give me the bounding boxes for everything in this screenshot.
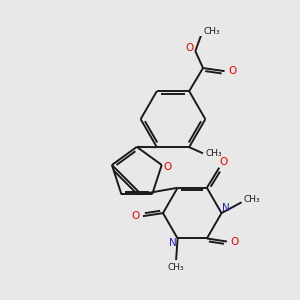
- Text: O: O: [230, 236, 239, 247]
- Text: O: O: [131, 211, 140, 221]
- Text: O: O: [186, 43, 194, 53]
- Text: O: O: [164, 162, 172, 172]
- Text: N: N: [169, 238, 177, 248]
- Text: CH₃: CH₃: [244, 195, 261, 204]
- Text: N: N: [222, 203, 230, 214]
- Text: CH₃: CH₃: [206, 149, 222, 158]
- Text: O: O: [219, 157, 227, 166]
- Text: O: O: [228, 66, 236, 76]
- Text: CH₃: CH₃: [168, 263, 184, 272]
- Text: CH₃: CH₃: [204, 27, 220, 36]
